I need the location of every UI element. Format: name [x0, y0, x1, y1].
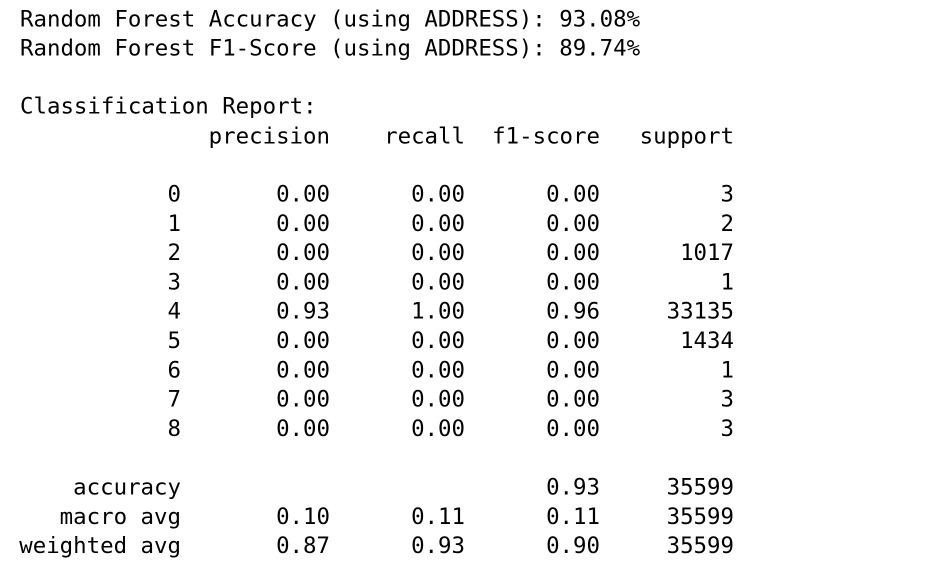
row-label: 0 — [168, 182, 181, 208]
cell: 2 — [721, 211, 734, 237]
cell: 1 — [721, 269, 734, 295]
cell: 0.00 — [411, 269, 465, 295]
cell: 0.96 — [546, 299, 600, 325]
cell: 1017 — [680, 240, 734, 266]
column-header: support — [640, 124, 734, 150]
summary-label: accuracy — [73, 475, 181, 501]
cell: 33135 — [667, 299, 734, 325]
cell: 0.00 — [546, 269, 600, 295]
cell: 0.00 — [411, 240, 465, 266]
cell: 0.00 — [411, 182, 465, 208]
row-label: 3 — [168, 269, 181, 295]
cell: 0.00 — [411, 387, 465, 413]
cell: 3 — [721, 387, 734, 413]
summary-cell: 0.10 — [276, 504, 330, 530]
cell: 0.00 — [546, 328, 600, 354]
row-label: 2 — [168, 240, 181, 266]
cell: 0.00 — [546, 211, 600, 237]
cell: 0.00 — [546, 416, 600, 442]
row-label: 1 — [168, 211, 181, 237]
summary-cell: 35599 — [667, 475, 734, 501]
summary-label: weighted avg — [19, 533, 181, 559]
cell: 0.00 — [276, 211, 330, 237]
accuracy-line: Random Forest Accuracy (using ADDRESS): … — [20, 7, 641, 33]
f1-line: Random Forest F1-Score (using ADDRESS): … — [20, 36, 641, 62]
cell: 1434 — [680, 328, 734, 354]
summary-cell: 0.93 — [411, 533, 465, 559]
cell: 0.00 — [276, 387, 330, 413]
cell: 0.00 — [276, 269, 330, 295]
cell: 0.00 — [546, 240, 600, 266]
summary-cell: 0.93 — [546, 475, 600, 501]
summary-cell: 0.11 — [411, 504, 465, 530]
cell: 1.00 — [411, 299, 465, 325]
row-label: 6 — [168, 357, 181, 383]
cell: 0.00 — [546, 357, 600, 383]
summary-cell: 35599 — [667, 504, 734, 530]
cell: 0.00 — [411, 211, 465, 237]
cell: 3 — [721, 416, 734, 442]
cell: 0.00 — [411, 357, 465, 383]
row-label: 8 — [168, 416, 181, 442]
column-header: precision — [209, 124, 330, 150]
cell: 0.00 — [276, 328, 330, 354]
summary-cell: 0.90 — [546, 533, 600, 559]
summary-cell: 35599 — [667, 533, 734, 559]
cell: 0.00 — [546, 182, 600, 208]
column-header: recall — [384, 124, 465, 150]
summary-cell: 0.11 — [546, 504, 600, 530]
summary-cell: 0.87 — [276, 533, 330, 559]
cell: 0.00 — [411, 416, 465, 442]
cell: 0.93 — [276, 299, 330, 325]
row-label: 4 — [168, 299, 181, 325]
cell: 0.00 — [276, 416, 330, 442]
row-label: 7 — [168, 387, 181, 413]
cell: 0.00 — [276, 240, 330, 266]
row-label: 5 — [168, 328, 181, 354]
report-title: Classification Report: — [20, 94, 317, 120]
cell: 3 — [721, 182, 734, 208]
cell: 1 — [721, 357, 734, 383]
cell: 0.00 — [411, 328, 465, 354]
cell: 0.00 — [546, 387, 600, 413]
summary-label: macro avg — [60, 504, 181, 530]
cell: 0.00 — [276, 357, 330, 383]
column-header: f1-score — [492, 124, 600, 150]
cell: 0.00 — [276, 182, 330, 208]
